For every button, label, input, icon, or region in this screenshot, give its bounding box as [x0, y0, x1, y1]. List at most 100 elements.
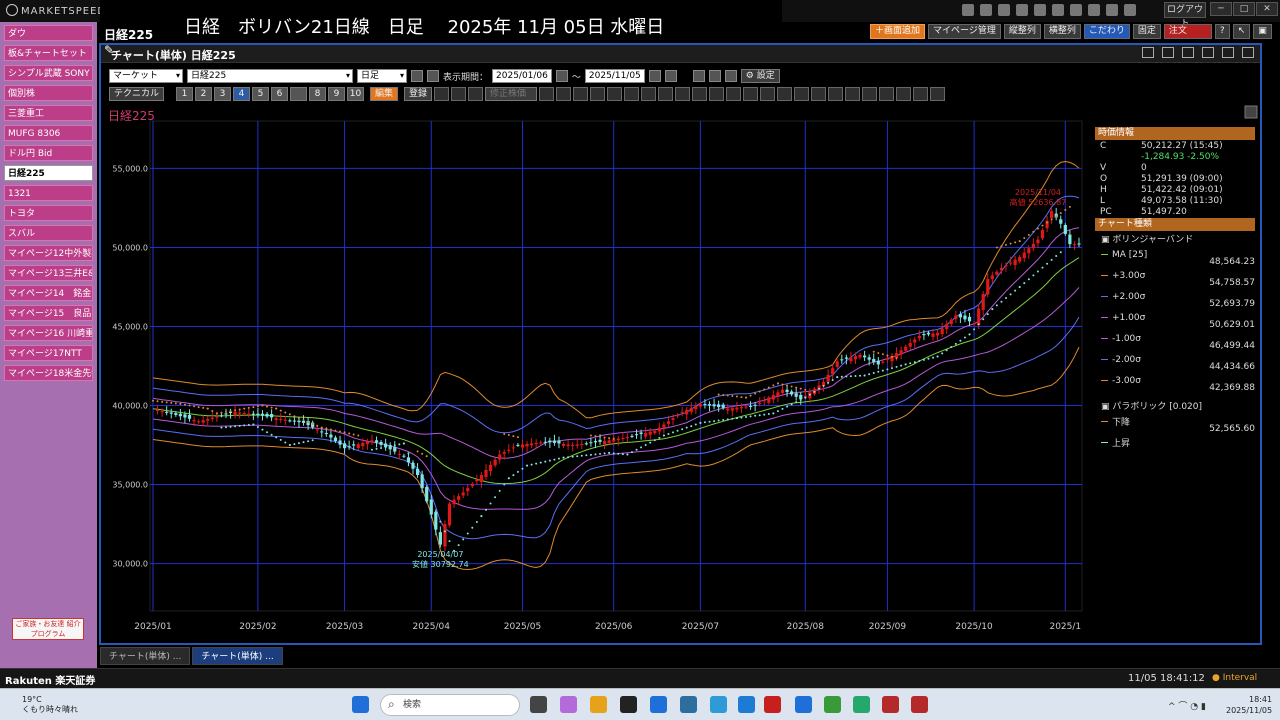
drawing-tool-icon[interactable]: [539, 87, 555, 101]
sidebar-item[interactable]: 板&チャートセット: [4, 45, 93, 61]
sidebar-item[interactable]: スバル: [4, 225, 93, 241]
adjusted-price-button[interactable]: 修正株価: [485, 87, 538, 101]
drawing-tool-icon[interactable]: [641, 87, 657, 101]
mypage-manage-button[interactable]: マイページ管理: [928, 24, 1001, 39]
layout-button[interactable]: 3: [214, 87, 232, 101]
drawing-tool-icon[interactable]: [913, 87, 929, 101]
tile-horizontal-button[interactable]: 横整列: [1043, 24, 1081, 39]
start-icon[interactable]: [352, 696, 369, 713]
layout-button[interactable]: 5: [252, 87, 270, 101]
add-screen-button[interactable]: ＋画面追加: [870, 24, 926, 39]
drawing-tool-icon[interactable]: [896, 87, 912, 101]
drawing-tool-icon[interactable]: [879, 87, 895, 101]
sidebar-item[interactable]: マイページ18米金先物: [4, 365, 93, 381]
technical-button[interactable]: テクニカル: [109, 87, 165, 101]
drawing-tool-icon[interactable]: [692, 87, 708, 101]
drawing-tool-icon[interactable]: [624, 87, 640, 101]
drawing-tool-icon[interactable]: [862, 87, 878, 101]
calendar-icon[interactable]: [555, 70, 568, 82]
calendar-icon[interactable]: [1016, 4, 1028, 16]
drawing-tool-icon[interactable]: [828, 87, 844, 101]
tab-chart-2[interactable]: チャート(単体) ...: [192, 647, 283, 665]
sidebar-item[interactable]: ドル円 Bid: [4, 145, 93, 161]
drawing-tool-icon[interactable]: [658, 87, 674, 101]
settings-button[interactable]: ⚙ 設定: [740, 69, 780, 83]
close-icon[interactable]: ✕: [1256, 2, 1278, 16]
drawing-tool-icon[interactable]: [573, 87, 589, 101]
drawing-tool-icon[interactable]: [675, 87, 691, 101]
edge-icon[interactable]: [853, 696, 870, 713]
window-icon[interactable]: [1034, 4, 1046, 16]
sidebar-item[interactable]: 日経225: [4, 165, 93, 181]
next-icon[interactable]: [427, 70, 439, 82]
globe-icon[interactable]: [998, 4, 1010, 16]
taskview-icon[interactable]: [530, 696, 547, 713]
layout-button[interactable]: 8: [309, 87, 327, 101]
symbol-select[interactable]: 日経225: [187, 69, 353, 83]
pin-icon[interactable]: [962, 4, 974, 16]
marketspeed-icon[interactable]: [620, 696, 637, 713]
interval-indicator[interactable]: ● Interval: [1212, 673, 1258, 683]
tool-icon[interactable]: [692, 70, 705, 82]
close-icon[interactable]: [1242, 47, 1254, 58]
preference-button[interactable]: こだわり: [1083, 24, 1130, 39]
sidebar-item[interactable]: マイページ17NTT: [4, 345, 93, 361]
sidebar-item[interactable]: ダウ: [4, 25, 93, 41]
sidebar-item[interactable]: MUFG 8306: [4, 125, 93, 141]
order-button[interactable]: 注文: [1163, 24, 1212, 39]
price-chart[interactable]: 55,000.0 50,000.0 45,000.0 40,000.0 35,000.0…: [101, 45, 1260, 643]
sidebar-item[interactable]: マイページ15 良品計: [4, 305, 93, 321]
drawing-tool-icon[interactable]: [777, 87, 793, 101]
word-icon[interactable]: [795, 696, 812, 713]
outlook-icon[interactable]: [650, 696, 667, 713]
search-icon[interactable]: [1162, 47, 1174, 58]
cursor-icon[interactable]: ↖: [1232, 24, 1251, 39]
help-icon[interactable]: ?: [1214, 24, 1230, 39]
tab-chart-1[interactable]: チャート(単体) ...: [100, 647, 191, 665]
drawing-tool-icon[interactable]: [726, 87, 742, 101]
search-input[interactable]: 検索: [380, 694, 520, 716]
doc-icon[interactable]: [1106, 4, 1118, 16]
person-icon[interactable]: [1052, 4, 1064, 16]
explorer-icon[interactable]: [590, 696, 607, 713]
sidebar-item[interactable]: シンプル武蔵 SONY: [4, 65, 93, 81]
store-icon[interactable]: [738, 696, 755, 713]
layout-button[interactable]: [290, 87, 308, 101]
sidebar-item[interactable]: マイページ14 銘金15: [4, 285, 93, 301]
dell-icon[interactable]: [680, 696, 697, 713]
layout-button[interactable]: 2: [195, 87, 213, 101]
zoom-icon[interactable]: [451, 87, 467, 101]
drawing-tool-icon[interactable]: [811, 87, 827, 101]
edit-button[interactable]: 編集: [370, 87, 399, 101]
zoom-icon[interactable]: [468, 87, 484, 101]
drawing-tool-icon[interactable]: [794, 87, 810, 101]
market-select[interactable]: マーケット: [109, 69, 183, 83]
drawing-tool-icon[interactable]: [607, 87, 623, 101]
bell-icon[interactable]: [980, 4, 992, 16]
link-icon[interactable]: [1142, 47, 1154, 58]
collapse-icon[interactable]: ▣: [1101, 235, 1113, 245]
note-icon[interactable]: [1088, 4, 1100, 16]
drawing-tool-icon[interactable]: [760, 87, 776, 101]
collapse-icon[interactable]: ▣: [1101, 402, 1113, 412]
refresh-icon[interactable]: [664, 70, 677, 82]
copilot-icon[interactable]: [560, 696, 577, 713]
chrome-icon[interactable]: [824, 696, 841, 713]
date-to-input[interactable]: 2025/11/05: [584, 69, 645, 83]
layout-button[interactable]: 6: [271, 87, 289, 101]
settings-icon[interactable]: [1124, 4, 1136, 16]
sidebar-item[interactable]: 三菱重工: [4, 105, 93, 121]
alert-icon[interactable]: [1070, 4, 1082, 16]
layout-button[interactable]: 9: [328, 87, 346, 101]
layout-button[interactable]: 10: [347, 87, 365, 101]
layout-button[interactable]: 4: [233, 87, 251, 101]
drawing-tool-icon[interactable]: [590, 87, 606, 101]
calendar-icon[interactable]: [648, 70, 661, 82]
minimize-icon[interactable]: ─: [1210, 2, 1232, 16]
period-select[interactable]: 日足: [357, 69, 407, 83]
sidebar-item[interactable]: マイページ12中外製薬: [4, 245, 93, 261]
drawing-tool-icon[interactable]: [845, 87, 861, 101]
drawing-tool-icon[interactable]: [930, 87, 946, 101]
print-icon[interactable]: [708, 70, 721, 82]
drawing-tool-icon[interactable]: [743, 87, 759, 101]
